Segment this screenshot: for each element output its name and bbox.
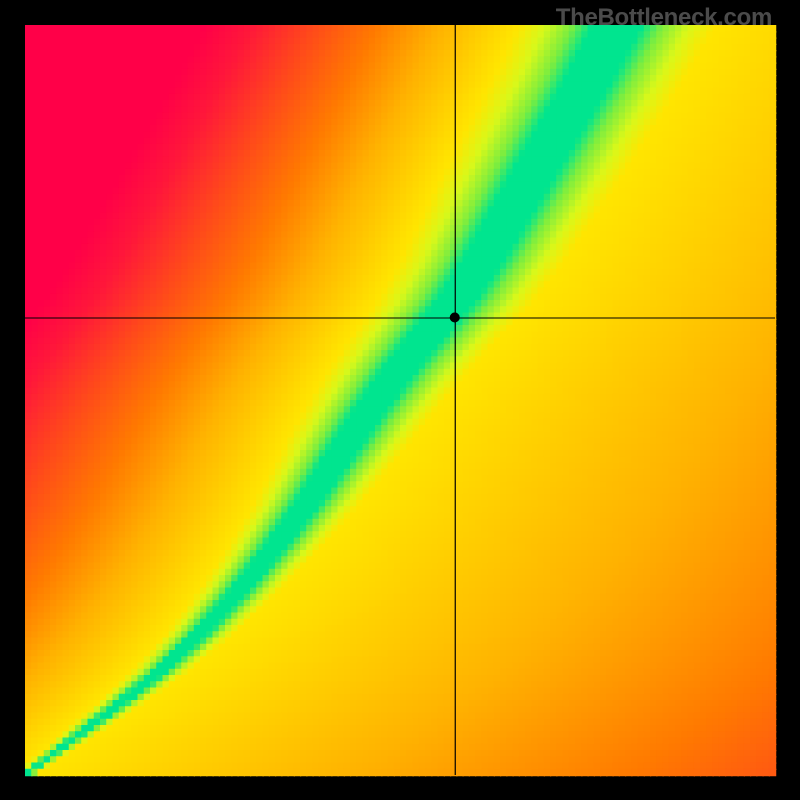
watermark-text: TheBottleneck.com	[556, 4, 772, 32]
bottleneck-heatmap	[0, 0, 800, 800]
